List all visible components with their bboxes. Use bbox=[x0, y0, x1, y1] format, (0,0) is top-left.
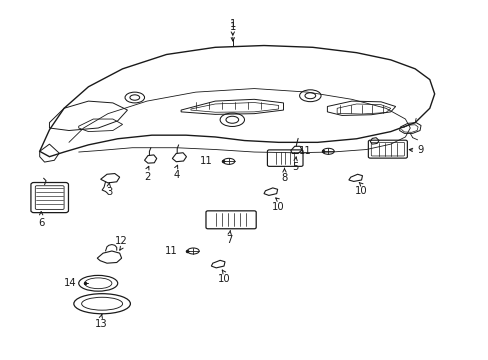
Text: 5: 5 bbox=[292, 162, 298, 172]
Text: 14: 14 bbox=[63, 278, 76, 288]
Text: 8: 8 bbox=[281, 173, 287, 183]
Text: 10: 10 bbox=[272, 202, 285, 212]
Text: 12: 12 bbox=[115, 236, 128, 246]
Text: 9: 9 bbox=[417, 145, 423, 155]
Text: 2: 2 bbox=[143, 172, 150, 182]
Text: 10: 10 bbox=[217, 274, 230, 284]
Text: 11: 11 bbox=[199, 156, 212, 166]
Text: 1: 1 bbox=[229, 22, 236, 32]
Text: 3: 3 bbox=[105, 187, 112, 197]
Text: 7: 7 bbox=[226, 235, 233, 245]
Text: 6: 6 bbox=[38, 218, 44, 228]
Text: 10: 10 bbox=[354, 186, 367, 197]
Text: 4: 4 bbox=[173, 170, 179, 180]
Text: 11: 11 bbox=[298, 146, 311, 156]
Text: 11: 11 bbox=[164, 246, 177, 256]
Text: 1: 1 bbox=[229, 19, 236, 30]
Text: 13: 13 bbox=[95, 319, 107, 329]
